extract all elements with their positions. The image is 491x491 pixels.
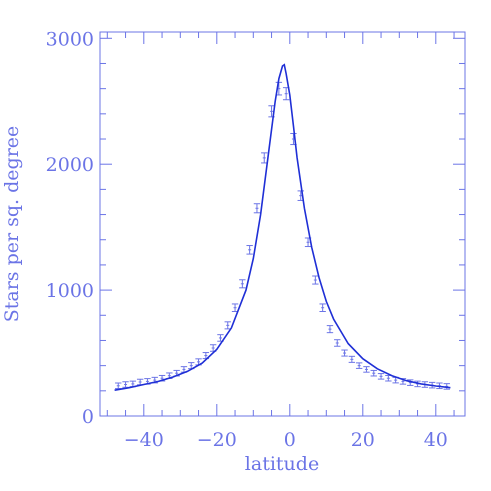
data-point — [312, 275, 319, 285]
data-point — [348, 355, 356, 363]
data-point — [239, 279, 246, 289]
y-axis-label: Stars per sq. degree — [1, 126, 23, 323]
data-point — [231, 303, 239, 313]
x-tick-label: −20 — [197, 429, 237, 451]
y-tick-label: 2000 — [46, 154, 94, 176]
x-tick-label: 20 — [351, 429, 375, 451]
tick-labels: −40 −20 0 20 40 0 1000 2000 3000 — [46, 28, 448, 451]
data-point — [297, 190, 304, 201]
data-point — [341, 349, 348, 357]
x-tick-label: −40 — [124, 429, 164, 451]
y-tick-label: 1000 — [46, 280, 94, 302]
x-tick-label: 40 — [424, 429, 448, 451]
x-axis-label: latitude — [245, 453, 319, 475]
data-point — [319, 303, 326, 313]
data-point — [224, 321, 231, 330]
data-point — [246, 245, 253, 255]
data-point — [443, 383, 450, 390]
x-tick-label: 0 — [284, 429, 296, 451]
data-point — [326, 325, 334, 334]
plot-frame — [99, 31, 466, 417]
data-point — [253, 203, 261, 214]
data-point — [334, 339, 341, 347]
axis-ticks — [100, 32, 465, 417]
data-point — [122, 381, 129, 388]
model-curve — [114, 63, 451, 391]
y-tick-label: 3000 — [46, 28, 94, 50]
data-point — [363, 366, 370, 373]
data-point — [115, 382, 122, 390]
data-point — [377, 373, 385, 380]
data-point — [407, 379, 414, 386]
data-point — [136, 378, 144, 386]
data-point — [261, 152, 268, 164]
data-point — [385, 374, 392, 382]
y-tick-label: 0 — [82, 406, 94, 428]
data-point — [370, 369, 377, 377]
data-points — [115, 81, 450, 390]
data-point — [355, 362, 363, 369]
